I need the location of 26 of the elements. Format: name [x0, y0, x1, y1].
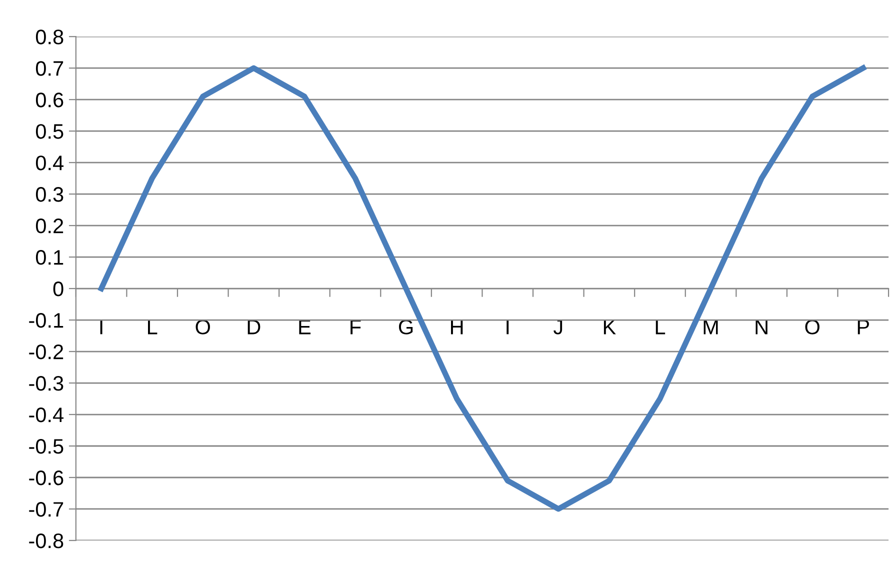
- x-tick-label: N: [756, 320, 768, 334]
- x-tick-label: M: [704, 320, 718, 334]
- y-tick-label: -0.7: [29, 502, 64, 517]
- y-tick-label: -0.6: [29, 470, 64, 486]
- x-tick-label: L: [148, 320, 158, 334]
- y-tick-label: 0.1: [36, 250, 64, 265]
- y-tick-label: -0.3: [29, 376, 64, 391]
- y-tick-label: 0: [53, 282, 64, 296]
- y-tick-label: 0.5: [36, 124, 64, 139]
- y-tick-label: -0.2: [29, 344, 64, 360]
- y-tick-label: 0.4: [36, 156, 64, 170]
- x-tick-label: D: [248, 320, 260, 334]
- x-tick-label: K: [604, 320, 616, 334]
- y-tick-label: -0.8: [29, 533, 64, 548]
- y-tick-label: 0.2: [36, 218, 64, 234]
- x-tick-label: H: [451, 320, 463, 334]
- y-tick-label: -0.1: [29, 313, 64, 328]
- y-tick-label: -0.5: [29, 439, 64, 454]
- x-tick-label: I: [100, 320, 102, 334]
- y-tick-label: 0.3: [36, 187, 64, 202]
- y-tick-label: -0.4: [29, 408, 64, 422]
- x-tick-label: L: [656, 320, 666, 334]
- y-tick-label: 0.6: [36, 92, 64, 108]
- x-tick-label: I: [506, 320, 509, 334]
- y-tick-label: 0.7: [36, 61, 64, 76]
- y-tick-label: 0.8: [36, 30, 64, 44]
